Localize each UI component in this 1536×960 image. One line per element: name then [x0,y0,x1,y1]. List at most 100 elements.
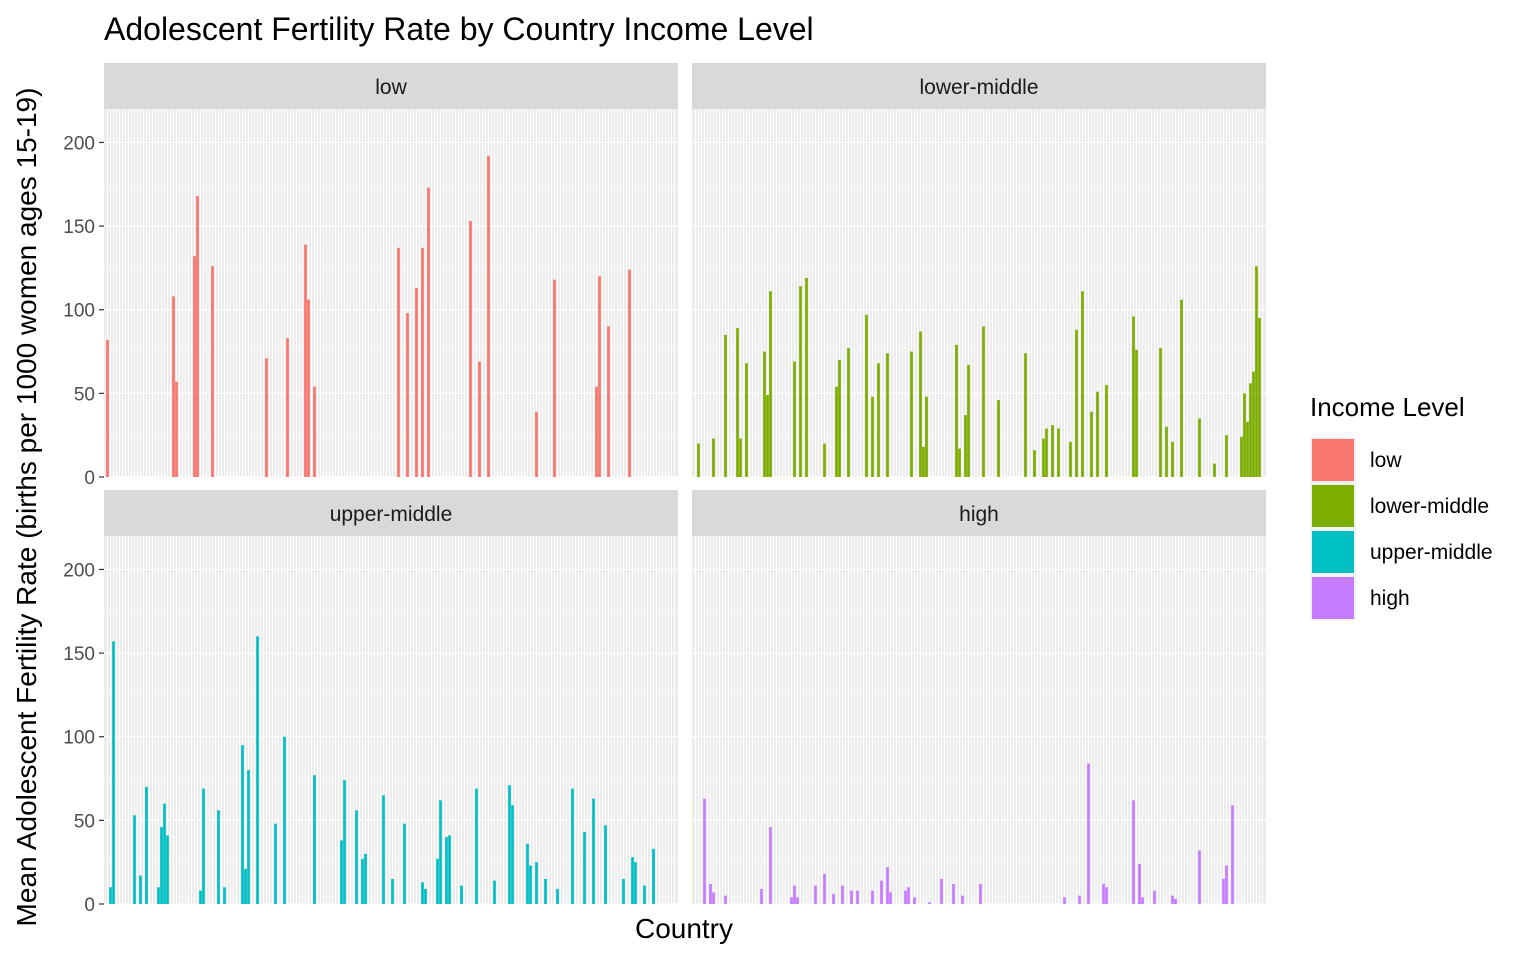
x-axis-title: Country [635,913,733,944]
panel-background [104,109,678,477]
bar [964,415,967,477]
facet-panel-lower-middle: lower-middle [692,63,1266,478]
bar [343,780,346,904]
bar [355,810,358,904]
bar [880,880,883,904]
bar [832,893,835,904]
bar [493,880,496,904]
legend-label: upper-middle [1370,541,1493,564]
bar [913,897,916,904]
bar [1075,329,1078,477]
bar [865,314,868,477]
bar [544,878,547,904]
bar [415,287,418,477]
bar [940,878,943,904]
bar [1087,763,1090,904]
bar [424,888,427,904]
bar [823,443,826,477]
bar [202,788,205,904]
bar [790,897,793,904]
y-tick-label: 50 [74,384,95,405]
bar [886,867,889,904]
panel-background [692,109,1266,477]
legend-label: high [1370,587,1410,610]
bar [1105,385,1108,477]
bar [241,745,244,904]
y-tick-label: 150 [63,644,95,665]
chart-title: Adolescent Fertility Rate by Country Inc… [104,11,814,47]
bar [529,865,532,904]
bar [535,862,538,904]
bar [139,875,142,904]
bar [274,823,277,904]
bar [604,825,607,904]
bar [952,883,955,904]
bar [745,363,748,477]
bar [595,386,598,477]
bar [919,331,922,477]
bar [877,363,880,477]
bar [1138,863,1141,904]
bar [1225,435,1228,477]
bar [1240,436,1243,477]
bar [634,862,637,904]
bar [793,885,796,904]
facet-panel-low: low 0 50 100 150 200 [63,63,678,489]
bar [922,446,925,477]
bar [847,348,850,477]
bar [724,334,727,477]
facet-strip-label: lower-middle [919,76,1038,99]
facet-strip [692,490,1266,536]
bar [769,291,772,477]
facet-panel-upper-middle: upper-middle 0 50 100 150 200 [63,490,678,916]
bar [382,795,385,904]
bar [436,858,439,904]
bar [967,364,970,477]
bar [112,641,115,904]
bar [712,438,715,477]
bar [1153,890,1156,904]
bar [796,897,799,904]
facet-strip-label: high [959,503,999,526]
bar [697,443,700,477]
bar [265,358,268,477]
bar [1033,450,1036,477]
bar [982,326,985,477]
bar [910,351,913,477]
bar [427,187,430,478]
bar [1222,878,1225,904]
bar [403,823,406,904]
bar [106,339,109,477]
bar [592,798,595,904]
bar [739,438,742,477]
bar [1132,316,1135,477]
bar [703,798,706,904]
legend-label: low [1370,449,1402,472]
facet-strip [692,63,1266,109]
bar [997,400,1000,477]
bar [526,843,529,904]
bar [1105,887,1108,904]
bar [925,396,928,477]
bar [1180,299,1183,477]
bar [247,770,250,904]
legend-entry-low: low [1310,437,1402,483]
y-tick-label: 150 [63,217,95,238]
bar [1213,463,1216,477]
bar [391,878,394,904]
bar [1198,850,1201,904]
bar [448,835,451,904]
bar [871,890,874,904]
bar [508,785,511,904]
y-tick-label: 0 [84,895,95,916]
bar [1159,348,1162,477]
bar [478,361,481,477]
y-tick-label: 200 [63,133,95,154]
bar [397,247,400,477]
y-tick-label: 200 [63,560,95,581]
bar [1246,421,1249,477]
bar [175,381,178,477]
bar [886,353,889,477]
bar [571,788,574,904]
bar [286,338,289,477]
